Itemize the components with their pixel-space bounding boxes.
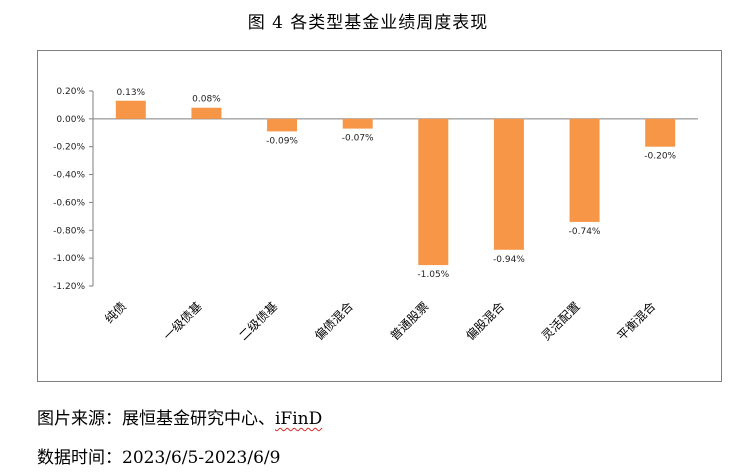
category-label: 偏债混合 — [311, 299, 356, 344]
data-label: -1.05% — [417, 270, 449, 280]
bar — [342, 118, 373, 129]
data-label: -0.09% — [266, 136, 298, 146]
y-tick-label: 0.00% — [56, 115, 85, 125]
y-tick-label: -0.60% — [53, 198, 85, 208]
date-line: 数据时间：2023/6/5-2023/6/9 — [37, 443, 280, 468]
y-tick-label: -0.20% — [53, 143, 85, 153]
date-label: 数据时间： — [37, 448, 122, 468]
bar — [191, 107, 222, 119]
data-label: 0.13% — [117, 88, 146, 98]
y-tick-label: -0.40% — [53, 171, 85, 181]
bar-chart: 0.20% 0.00% -0.20% -0.40% -0.60% -0.80% -1.00%… — [53, 87, 698, 344]
data-label: -0.20% — [644, 152, 676, 162]
y-tick-label: -1.00% — [53, 254, 85, 264]
category-label: 一级债基 — [161, 299, 205, 343]
data-label: -0.74% — [569, 227, 601, 237]
data-label: -0.94% — [493, 255, 525, 265]
data-label: 0.08% — [192, 95, 221, 105]
bar — [418, 118, 449, 266]
y-tick-label: 0.20% — [56, 87, 85, 97]
category-label: 灵活配置 — [539, 299, 583, 343]
source-line: 图片来源：展恒基金研究中心、iFinD — [37, 404, 322, 429]
chart-frame: 0.20% 0.00% -0.20% -0.40% -0.60% -0.80% -1.00%… — [37, 50, 722, 382]
category-label: 纯债 — [102, 299, 129, 326]
data-label: -0.07% — [342, 134, 374, 144]
source-text: 展恒基金研究中心、 — [122, 409, 275, 429]
category-label: 二级债基 — [236, 299, 280, 343]
date-value: 2023/6/5-2023/6/9 — [122, 448, 281, 468]
bar — [645, 118, 676, 147]
category-label: 普通股票 — [388, 299, 432, 343]
bar — [115, 100, 146, 119]
category-label: 平衡混合 — [614, 299, 659, 344]
chart-title: 图 4 各类型基金业绩周度表现 — [247, 13, 489, 33]
bar — [493, 118, 524, 250]
y-tick-label: -1.20% — [53, 282, 85, 292]
source-brand: iFinD — [275, 409, 323, 429]
bar — [267, 118, 298, 132]
bar — [569, 118, 600, 222]
y-tick-label: -0.80% — [53, 226, 85, 236]
category-label: 偏股混合 — [463, 299, 508, 344]
source-label: 图片来源： — [37, 409, 122, 429]
